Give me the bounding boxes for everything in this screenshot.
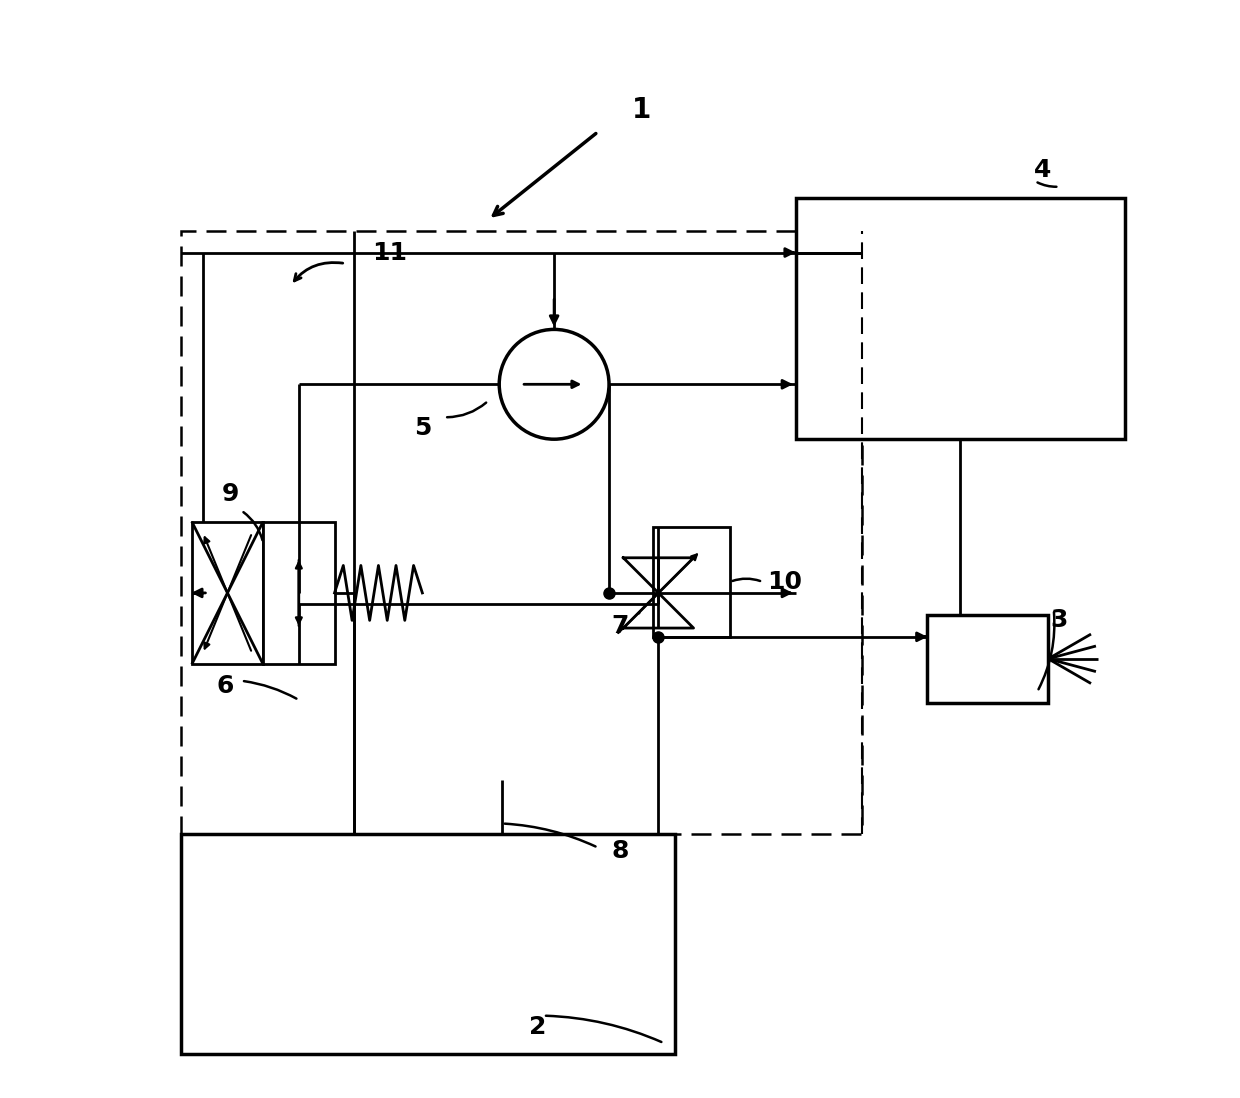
Bar [181,231,862,834]
Circle shape [500,329,609,439]
Bar [192,522,263,664]
Text: 8: 8 [611,839,629,863]
Bar [653,527,730,637]
Text: 3: 3 [1050,608,1068,632]
Bar [928,615,1048,703]
Bar [796,198,1125,439]
Text: 7: 7 [611,614,629,638]
Bar [181,834,675,1054]
Text: 2: 2 [529,1015,547,1039]
Text: 11: 11 [372,240,407,265]
Text: 6: 6 [216,674,233,698]
Text: 4: 4 [1034,158,1052,182]
Bar [263,522,335,664]
Text: 9: 9 [222,482,239,506]
Text: 5: 5 [414,416,432,440]
Text: 10: 10 [768,570,802,594]
Text: 1: 1 [632,96,651,124]
